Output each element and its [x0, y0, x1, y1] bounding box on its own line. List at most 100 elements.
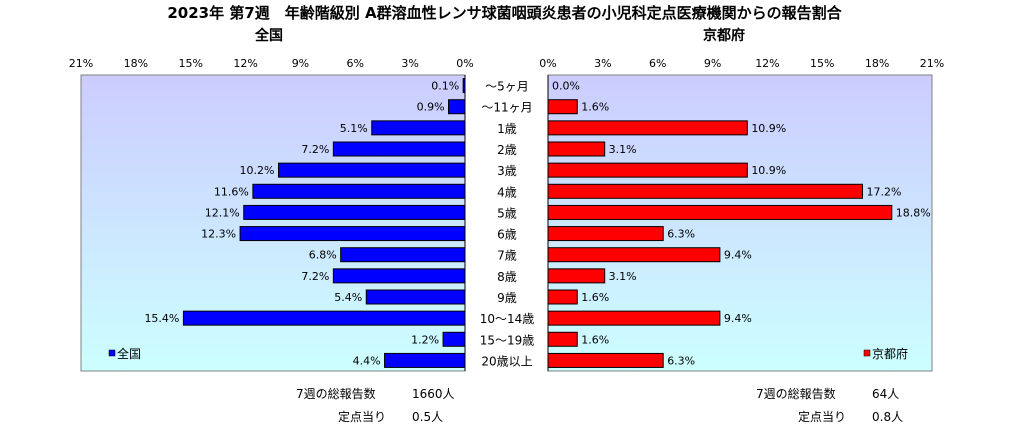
national-bar [243, 204, 466, 220]
national-data-label: 0.9% [417, 101, 445, 114]
category-label: 7歳 [497, 249, 517, 263]
category-label: ～11ヶ月 [481, 101, 532, 115]
kyoto-data-label: 0.0% [552, 80, 580, 93]
kyoto-data-label: 1.6% [581, 291, 609, 304]
category-label: 5歳 [497, 206, 517, 220]
kyoto-bar [547, 162, 748, 178]
kyoto-tick-label: 0% [539, 57, 556, 70]
kyoto-total-value: 64人 [872, 387, 900, 401]
kyoto-heading: 京都府 [703, 28, 745, 44]
national-tick-label: 18% [124, 57, 148, 70]
kyoto-tick-label: 21% [920, 57, 944, 70]
kyoto-bar [547, 99, 578, 115]
national-total-label: 7週の総報告数 [296, 387, 376, 401]
category-label: 2歳 [497, 143, 517, 157]
national-data-label: 7.2% [301, 143, 329, 156]
national-data-label: 12.3% [201, 228, 236, 241]
kyoto-data-label: 17.2% [867, 185, 902, 198]
kyoto-plot-area [547, 74, 933, 372]
kyoto-tick-label: 18% [865, 57, 889, 70]
national-data-label: 4.4% [353, 354, 381, 367]
category-label: 10～14歳 [480, 312, 535, 326]
national-bar [252, 183, 466, 199]
kyoto-bar [547, 120, 748, 136]
national-data-label: 11.6% [214, 185, 249, 198]
national-tick-label: 15% [178, 57, 202, 70]
chart-title: 2023年 第7週 年齢階級別 A群溶血性レンサ球菌咽頭炎患者の小児科定点医療機… [167, 4, 842, 22]
kyoto-data-label: 3.1% [609, 270, 637, 283]
kyoto-data-label: 6.3% [667, 354, 695, 367]
national-tick-label: 3% [401, 57, 418, 70]
kyoto-bar [547, 289, 578, 305]
kyoto-bar [547, 268, 606, 284]
category-label: 8歳 [497, 270, 517, 284]
category-label: 20歳以上 [481, 354, 532, 368]
national-bar [332, 141, 466, 157]
category-label: 3歳 [497, 164, 517, 178]
kyoto-legend-label: 京都府 [872, 346, 908, 361]
national-legend-swatch [108, 349, 116, 357]
national-data-label: 5.1% [340, 122, 368, 135]
kyoto-bar [547, 141, 606, 157]
national-bar [448, 99, 466, 115]
kyoto-bar [547, 331, 578, 347]
kyoto-per-site-label: 定点当り [798, 410, 847, 424]
national-bar [340, 247, 466, 263]
national-bar [371, 120, 466, 136]
national-bar [182, 310, 466, 326]
category-label: 15～19歳 [480, 333, 535, 347]
category-label: ～5ヶ月 [485, 80, 529, 94]
national-data-label: 5.4% [334, 291, 362, 304]
kyoto-data-label: 18.8% [896, 206, 931, 219]
kyoto-total-label: 7週の総報告数 [756, 387, 836, 401]
category-label: 9歳 [497, 291, 517, 305]
category-label: 6歳 [497, 228, 517, 242]
kyoto-per-site-value: 0.8人 [872, 410, 904, 424]
national-data-label: 10.2% [240, 164, 275, 177]
kyoto-data-label: 9.4% [724, 312, 752, 325]
kyoto-bar [547, 204, 893, 220]
kyoto-data-label: 9.4% [724, 249, 752, 262]
kyoto-data-label: 6.3% [667, 228, 695, 241]
national-bar [442, 331, 466, 347]
national-tick-label: 0% [456, 57, 473, 70]
national-bar [384, 352, 466, 368]
kyoto-tick-label: 9% [704, 57, 721, 70]
kyoto-data-label: 10.9% [751, 164, 786, 177]
national-tick-label: 9% [292, 57, 309, 70]
national-data-label: 15.4% [144, 312, 179, 325]
national-tick-label: 21% [69, 57, 93, 70]
national-tick-label: 6% [347, 57, 364, 70]
national-per-site-label: 定点当り [338, 410, 387, 424]
national-per-site-value: 0.5人 [412, 410, 444, 424]
category-label: 4歳 [497, 185, 517, 199]
national-legend-label: 全国 [117, 346, 141, 361]
national-bar [239, 226, 466, 242]
national-heading: 全国 [255, 28, 283, 44]
national-bar [277, 162, 466, 178]
kyoto-data-label: 1.6% [581, 101, 609, 114]
kyoto-bar [547, 183, 864, 199]
kyoto-data-label: 10.9% [751, 122, 786, 135]
kyoto-tick-label: 3% [594, 57, 611, 70]
national-data-label: 0.1% [431, 80, 459, 93]
national-data-label: 6.8% [309, 249, 337, 262]
kyoto-tick-label: 15% [810, 57, 834, 70]
kyoto-bar [547, 226, 664, 242]
kyoto-bar [547, 310, 721, 326]
kyoto-data-label: 1.6% [581, 333, 609, 346]
national-tick-label: 12% [233, 57, 257, 70]
national-bar [365, 289, 466, 305]
kyoto-tick-label: 6% [649, 57, 666, 70]
national-data-label: 7.2% [301, 270, 329, 283]
national-data-label: 12.1% [205, 206, 240, 219]
national-total-value: 1660人 [412, 387, 455, 401]
national-bar [332, 268, 466, 284]
category-label: 1歳 [497, 122, 517, 136]
national-plot-area [80, 74, 466, 372]
kyoto-legend-swatch [863, 349, 871, 357]
national-bar [462, 78, 466, 94]
kyoto-bar [547, 247, 721, 263]
